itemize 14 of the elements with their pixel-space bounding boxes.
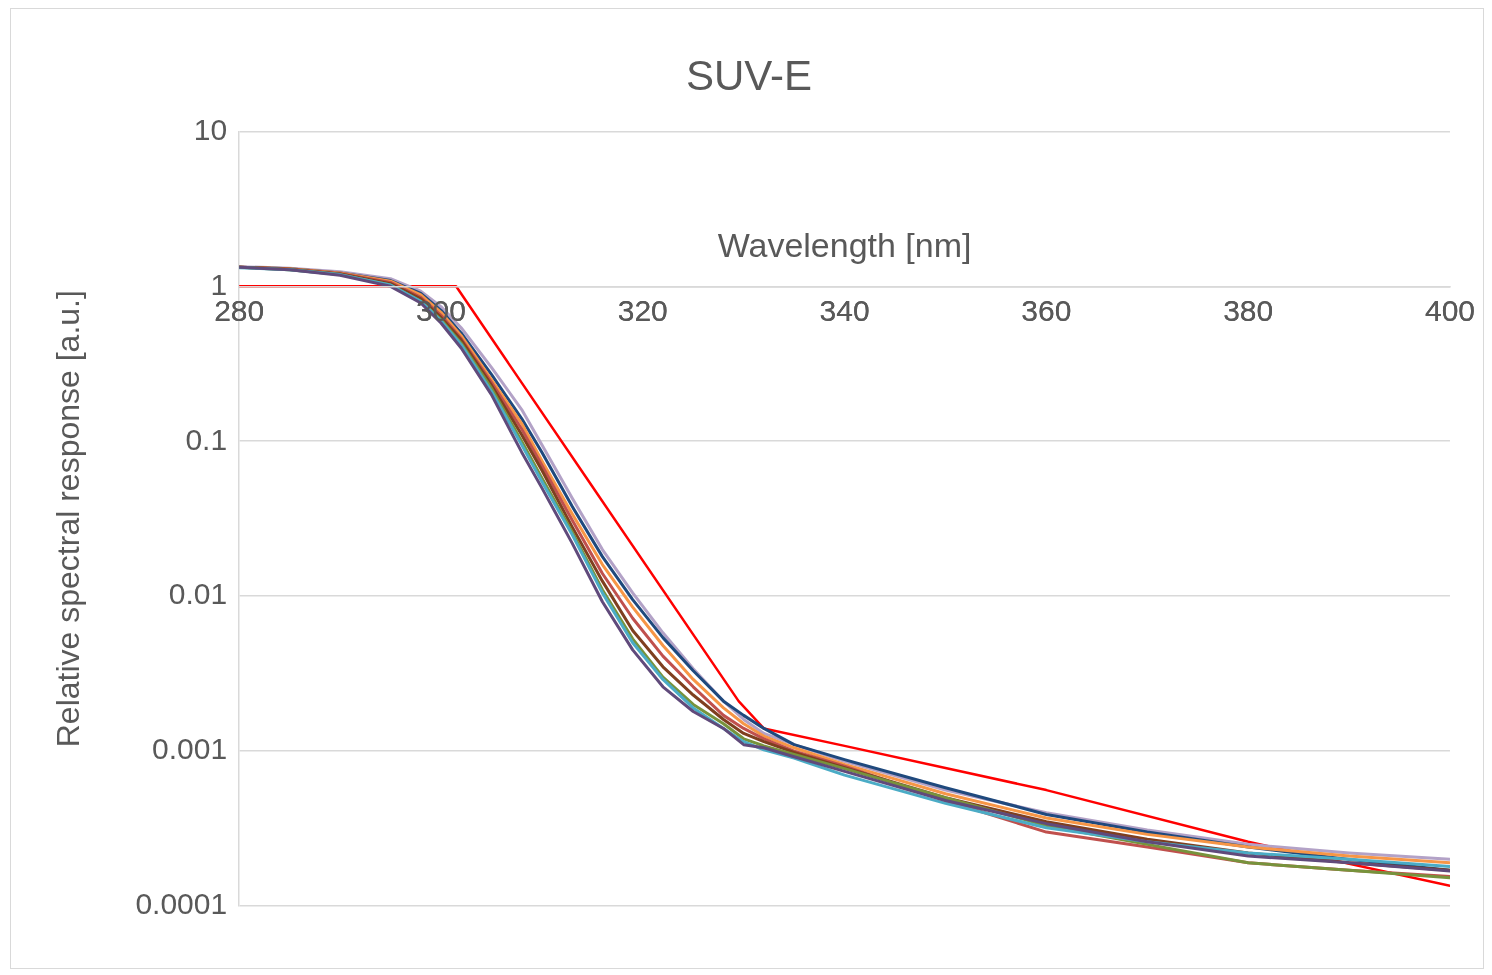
x-tick-label: 400 (1424, 293, 1475, 327)
chart-title: SUV-E (685, 51, 813, 99)
x-axis-title: Wavelength [nm] (717, 225, 972, 264)
y-tick-label: 0.01 (168, 577, 228, 611)
x-tick-label: 380 (1223, 293, 1274, 327)
y-axis-title: Relative spectral response [a.u.] (50, 290, 87, 748)
x-tick-label: 340 (819, 293, 870, 327)
y-tick-label: 0.1 (185, 422, 228, 456)
x-tick-label: 320 (617, 293, 668, 327)
x-tick-label: 360 (1021, 293, 1072, 327)
y-tick-label: 0.001 (152, 732, 228, 766)
y-tick-label: 10 (193, 112, 228, 146)
y-tick-label: 0.0001 (135, 887, 228, 921)
y-tick-label: 1 (210, 267, 228, 301)
